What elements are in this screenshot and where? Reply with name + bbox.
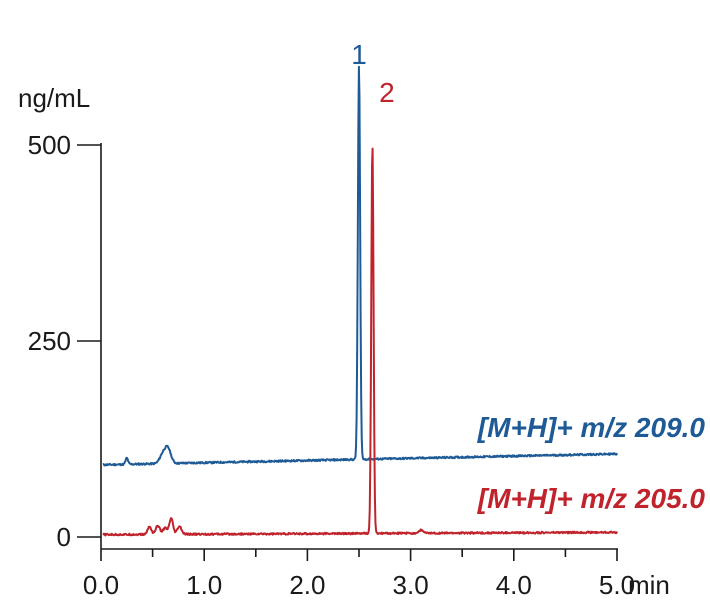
series-label-2: [M+H]+ m/z 205.0 bbox=[477, 483, 706, 514]
y-tick-label: 500 bbox=[28, 130, 71, 160]
x-tick-label: 3.0 bbox=[393, 570, 429, 600]
y-axis-unit-label: ng/mL bbox=[18, 83, 90, 113]
peak-label-1: 1 bbox=[351, 39, 367, 70]
peak-label-2: 2 bbox=[379, 77, 395, 108]
series-label-1: [M+H]+ m/z 209.0 bbox=[477, 412, 706, 443]
peak-labels: 12 bbox=[351, 39, 394, 108]
x-tick-label: 0.0 bbox=[83, 570, 119, 600]
y-tick-label: 0 bbox=[57, 522, 71, 552]
x-axis-ticks: 0.0 1.0 2.0 3.0 4.0 5.0 bbox=[83, 549, 635, 600]
y-axis-ticks: 0 250 500 bbox=[28, 130, 101, 552]
chromatogram-traces bbox=[102, 65, 618, 537]
x-tick-label: 5.0 bbox=[599, 570, 635, 600]
y-tick-label: 250 bbox=[28, 326, 71, 356]
x-tick-label: 1.0 bbox=[186, 570, 222, 600]
x-tick-label: 4.0 bbox=[496, 570, 532, 600]
series-labels: [M+H]+ m/z 209.0 [M+H]+ m/z 205.0 bbox=[477, 412, 706, 514]
x-axis-unit-label: min bbox=[628, 570, 670, 600]
trace-series-1 bbox=[102, 65, 618, 467]
trace-series-2 bbox=[102, 147, 618, 537]
x-tick-label: 2.0 bbox=[289, 570, 325, 600]
